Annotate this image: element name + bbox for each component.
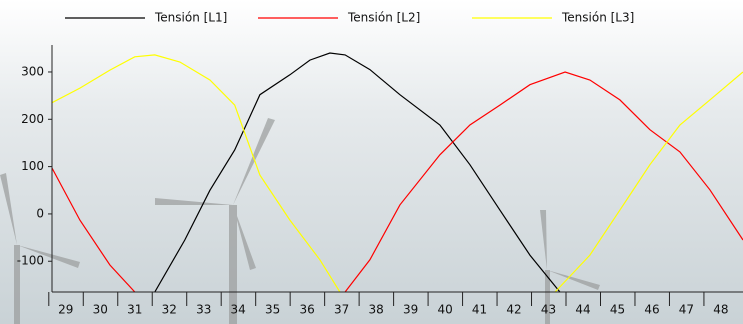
x-tick-label: 45 [610,303,625,317]
turbines [0,118,600,324]
x-tick-label: 38 [368,303,383,317]
x-tick-label: 46 [644,303,659,317]
legend-label: Tensión [L1] [154,11,227,25]
x-tick-label: 40 [437,303,452,317]
x-tick-label: 47 [679,303,694,317]
legend-label: Tensión [L2] [347,11,420,25]
x-tick-label: 35 [265,303,280,317]
y-tick-label: 100 [21,159,44,173]
x-tick-label: 37 [334,303,349,317]
x-tick-label: 29 [58,303,73,317]
x-tick-label: 33 [196,303,211,317]
x-tick-label: 42 [506,303,521,317]
x-tick-label: 30 [93,303,108,317]
x-tick-label: 34 [231,303,246,317]
series-line [154,52,561,292]
series-line [52,54,743,292]
legend-label: Tensión [L3] [561,11,634,25]
y-tick-label: 200 [21,112,44,126]
legend: Tensión [L1] Tensión [L2] Tensión [L3] [65,11,634,25]
x-tick-label: 43 [541,303,556,317]
x-tick-label: 41 [472,303,487,317]
x-tick-label: 44 [575,303,590,317]
x-tick-label: 31 [127,303,142,317]
x-tick-label: 48 [713,303,728,317]
y-tick-label: -100 [17,254,44,268]
x-tick-label: 39 [403,303,418,317]
x-tick-label: 36 [300,303,315,317]
y-tick-label: 300 [21,64,44,78]
x-tick-label: 32 [162,303,177,317]
y-tick-label: 0 [36,206,44,220]
series-line [52,71,743,292]
